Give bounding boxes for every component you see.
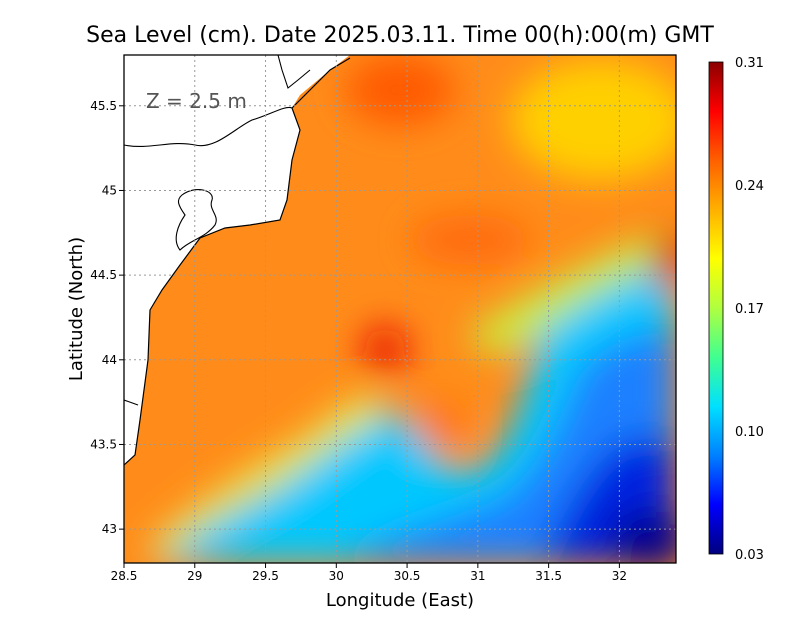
south-coast-line [124, 399, 139, 406]
field-region-north [345, 55, 455, 125]
colorbar-tick-label: 0.24 [735, 179, 764, 194]
grid-lines [124, 55, 676, 563]
colorbar-ticks: 0.03 0.10 0.17 0.24 0.31 [735, 56, 764, 563]
x-tick-label: 30 [329, 569, 344, 583]
colorbar-tick-label: 0.17 [735, 302, 764, 317]
y-axis: 43 43.5 44 44.5 45 45.5 [90, 99, 124, 536]
x-tick-label: 31.5 [535, 569, 562, 583]
x-tick-label: 28.5 [111, 569, 138, 583]
field-region-mid [410, 215, 530, 265]
field-region-eddy [418, 403, 462, 447]
border-line [277, 55, 311, 89]
y-tick-label: 43.5 [90, 437, 117, 451]
colorbar-tick-label: 0.03 [735, 548, 764, 563]
y-tick-label: 44.5 [90, 268, 117, 282]
sea-level-field [150, 55, 676, 563]
x-axis: 28.5 29 29.5 30 30.5 31 31.5 32 [111, 563, 627, 583]
y-axis-label: Latitude (North) [66, 237, 87, 381]
x-tick-label: 29 [187, 569, 202, 583]
river-delta-outline [124, 106, 293, 147]
field-region-east-max [652, 232, 676, 288]
x-tick-label: 30.5 [394, 569, 421, 583]
x-tick-label: 29.5 [252, 569, 279, 583]
field-region-yellow-band [150, 395, 380, 563]
y-tick-label: 45 [102, 183, 117, 197]
y-tick-label: 45.5 [90, 99, 117, 113]
x-tick-label: 32 [612, 569, 627, 583]
x-axis-label: Longitude (East) [326, 590, 474, 611]
y-tick-label: 43 [102, 522, 117, 536]
depth-label: Z = 2.5 m [146, 89, 247, 113]
land-mask [124, 55, 350, 465]
lagoon-outline [175, 189, 217, 251]
field-region-central-max [363, 326, 407, 374]
field-region-minimum [610, 510, 676, 563]
colorbar-tick-label: 0.31 [735, 56, 764, 71]
colorbar-tick-label: 0.10 [735, 425, 764, 440]
chart-title: Sea Level (cm). Date 2025.03.11. Time 00… [86, 23, 714, 48]
field-region-green-band [470, 230, 676, 354]
x-tick-label: 31 [470, 569, 485, 583]
plot-frame [123, 54, 677, 564]
colorbar [708, 61, 724, 555]
y-tick-label: 44 [102, 353, 117, 367]
plot-area [124, 55, 676, 563]
field-region-northeast [510, 60, 676, 180]
